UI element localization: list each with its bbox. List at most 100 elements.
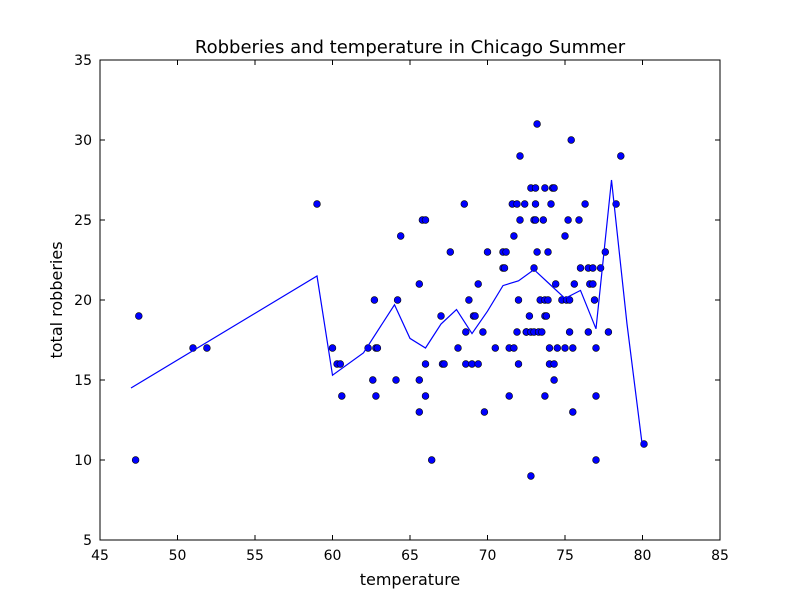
scatter-point: [462, 360, 470, 368]
scatter-point: [533, 248, 541, 256]
y-tick-label: 35: [74, 53, 92, 69]
scatter-point: [471, 312, 479, 320]
scatter-point: [514, 360, 523, 368]
scatter-point: [538, 328, 546, 336]
scatter-point: [446, 248, 454, 256]
scatter-point: [131, 456, 140, 464]
scatter-point: [428, 456, 436, 464]
scatter-point: [520, 200, 529, 208]
scatter-point: [502, 248, 510, 256]
scatter-point: [592, 456, 600, 464]
chart-title: Robberies and temperature in Chicago Sum…: [195, 37, 626, 58]
scatter-point: [514, 296, 523, 304]
scatter-point: [542, 312, 551, 320]
scatter-point: [601, 248, 609, 256]
scatter-point: [581, 200, 589, 208]
scatter-point: [539, 216, 547, 224]
scatter-point: [480, 408, 489, 416]
scatter-point: [510, 344, 518, 352]
scatter-point: [544, 296, 552, 304]
x-tick-label: 50: [169, 548, 187, 564]
scatter-point: [565, 328, 574, 336]
scatter-point: [397, 232, 405, 240]
x-tick-label: 60: [324, 548, 342, 564]
scatter-point: [440, 360, 448, 368]
x-tick-label: 85: [711, 548, 729, 564]
scatter-point: [541, 184, 549, 192]
scatter-point: [415, 280, 423, 288]
y-tick-label: 25: [74, 213, 92, 229]
scatter-point: [516, 152, 524, 160]
trend-line: [130, 179, 644, 448]
scatter-point: [505, 392, 513, 400]
scatter-point: [551, 280, 560, 288]
y-axis-label: total robberies: [47, 241, 66, 358]
scatter-point: [369, 376, 377, 384]
plot-frame: [99, 59, 721, 541]
scatter-point: [500, 264, 509, 272]
scatter-point: [617, 152, 625, 160]
axis-ticks: 45 50 55 60 65 70 75 80 85 5 10 15 20 25 30 35: [74, 53, 729, 564]
scatter-point: [462, 328, 470, 336]
scatter-point: [483, 248, 492, 256]
scatter-point: [491, 344, 499, 352]
scatter-point: [564, 216, 572, 224]
scatter-point: [569, 408, 577, 416]
scatter-point: [474, 280, 482, 288]
scatter-point: [569, 344, 577, 352]
scatter-point: [570, 280, 578, 288]
scatter-point: [561, 232, 569, 240]
scatter-point: [516, 216, 524, 224]
x-tick-label: 75: [556, 548, 574, 564]
scatter-point: [513, 200, 521, 208]
scatter-point: [527, 472, 535, 480]
scatter-point: [460, 200, 468, 208]
scatter-point: [474, 360, 482, 368]
scatter-point: [393, 296, 402, 304]
scatter-point: [421, 360, 430, 368]
scatter-point: [392, 376, 400, 384]
scatter-point: [328, 344, 337, 352]
scatter-point: [589, 264, 597, 272]
scatter-point: [533, 120, 541, 128]
scatter-point: [567, 136, 575, 144]
scatter-point: [437, 312, 445, 320]
scatter-point: [531, 200, 540, 208]
y-tick-label: 10: [74, 453, 92, 469]
x-tick-label: 70: [479, 548, 497, 564]
scatter-point: [550, 376, 558, 384]
x-tick-label: 65: [401, 548, 419, 564]
scatter-point: [421, 392, 430, 400]
scatter-point: [592, 392, 600, 400]
scatter-point: [415, 408, 423, 416]
scatter-point: [584, 328, 592, 336]
scatter-point: [465, 296, 473, 304]
scatter-point: [415, 376, 423, 384]
scatter-point: [545, 344, 554, 352]
x-axis-label: temperature: [360, 570, 461, 589]
scatter-point: [561, 344, 569, 352]
y-tick-label: 5: [83, 533, 92, 549]
scatter-point: [576, 264, 585, 272]
plot-area: [130, 120, 648, 480]
scatter-point: [547, 200, 555, 208]
scatter-point: [421, 216, 430, 224]
scatter-point: [203, 344, 211, 352]
scatter-point: [550, 184, 558, 192]
scatter-point: [373, 344, 382, 352]
scatter-point: [454, 344, 462, 352]
scatter-point: [592, 344, 600, 352]
scatter-point: [513, 328, 521, 336]
scatter-point: [589, 280, 597, 288]
scatter-point: [510, 232, 518, 240]
scatter-point: [575, 216, 583, 224]
scatter-point: [550, 360, 558, 368]
scatter-point: [541, 392, 549, 400]
scatter-point: [336, 360, 344, 368]
x-tick-label: 45: [91, 548, 109, 564]
scatter-point: [604, 328, 613, 336]
x-tick-label: 80: [634, 548, 652, 564]
scatter-point: [553, 344, 561, 352]
scatter-point: [370, 296, 379, 304]
